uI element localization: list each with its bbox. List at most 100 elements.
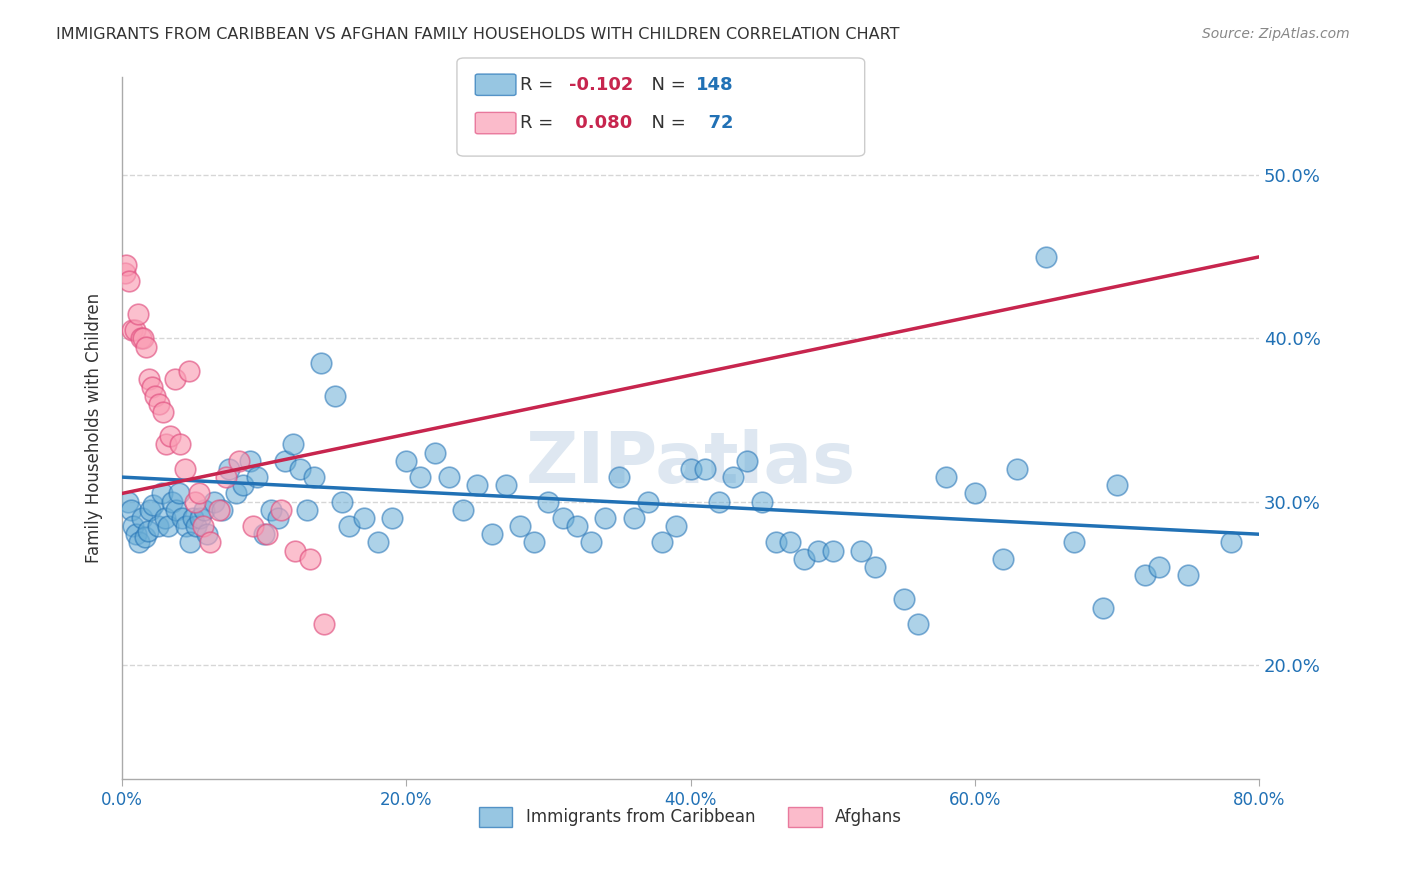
Point — [707, 494, 730, 508]
Point — [114, 266, 136, 280]
Point — [150, 486, 173, 500]
Point — [127, 307, 149, 321]
Point — [312, 616, 335, 631]
Point — [935, 470, 957, 484]
Point — [1135, 568, 1157, 582]
Point — [139, 502, 162, 516]
Text: N =: N = — [640, 114, 692, 132]
Point — [170, 511, 193, 525]
Point — [115, 258, 138, 272]
Point — [117, 494, 139, 508]
Point — [409, 470, 432, 484]
Point — [367, 535, 389, 549]
Point — [228, 454, 250, 468]
Point — [665, 519, 688, 533]
Point — [122, 519, 145, 533]
Point — [537, 494, 560, 508]
Point — [339, 519, 361, 533]
Point — [779, 535, 801, 549]
Text: R =: R = — [520, 76, 560, 94]
Point — [120, 502, 142, 516]
Point — [135, 340, 157, 354]
Point — [118, 274, 141, 288]
Point — [208, 502, 231, 516]
Point — [281, 437, 304, 451]
Point — [246, 470, 269, 484]
Point — [991, 551, 1014, 566]
Text: 148: 148 — [696, 76, 734, 94]
Point — [679, 462, 702, 476]
Point — [167, 486, 190, 500]
Point — [323, 388, 346, 402]
Point — [142, 498, 165, 512]
Point — [256, 527, 278, 541]
Point — [623, 511, 645, 525]
Point — [274, 454, 297, 468]
Point — [298, 551, 321, 566]
Point — [215, 470, 238, 484]
Point — [793, 551, 815, 566]
Point — [191, 519, 214, 533]
Legend: Immigrants from Caribbean, Afghans: Immigrants from Caribbean, Afghans — [472, 800, 908, 834]
Point — [225, 486, 247, 500]
Point — [160, 494, 183, 508]
Point — [173, 462, 195, 476]
Point — [128, 535, 150, 549]
Point — [165, 502, 187, 516]
Text: -0.102: -0.102 — [569, 76, 634, 94]
Point — [737, 454, 759, 468]
Point — [141, 380, 163, 394]
Point — [177, 364, 200, 378]
Point — [849, 543, 872, 558]
Point — [465, 478, 488, 492]
Point — [124, 323, 146, 337]
Point — [565, 519, 588, 533]
Point — [193, 502, 215, 516]
Text: N =: N = — [640, 76, 692, 94]
Text: IMMIGRANTS FROM CARIBBEAN VS AFGHAN FAMILY HOUSEHOLDS WITH CHILDREN CORRELATION : IMMIGRANTS FROM CARIBBEAN VS AFGHAN FAMI… — [56, 27, 900, 42]
Point — [1149, 559, 1171, 574]
Point — [156, 519, 179, 533]
Point — [579, 535, 602, 549]
Text: 0.080: 0.080 — [569, 114, 633, 132]
Point — [136, 524, 159, 538]
Point — [195, 527, 218, 541]
Point — [239, 454, 262, 468]
Point — [253, 527, 276, 541]
Point — [131, 511, 153, 525]
Point — [1177, 568, 1199, 582]
Point — [121, 323, 143, 337]
Point — [437, 470, 460, 484]
Point — [1035, 250, 1057, 264]
Point — [148, 397, 170, 411]
Point — [211, 502, 233, 516]
Point — [495, 478, 517, 492]
Point — [218, 462, 240, 476]
Point — [270, 502, 292, 516]
Point — [155, 437, 177, 451]
Point — [309, 356, 332, 370]
Point — [267, 511, 290, 525]
Point — [593, 511, 616, 525]
Point — [523, 535, 546, 549]
Point — [353, 511, 375, 525]
Point — [423, 445, 446, 459]
Point — [651, 535, 673, 549]
Point — [138, 372, 160, 386]
Point — [169, 437, 191, 451]
Point — [751, 494, 773, 508]
Point — [129, 331, 152, 345]
Point — [146, 519, 169, 533]
Text: R =: R = — [520, 114, 560, 132]
Y-axis label: Family Households with Children: Family Households with Children — [86, 293, 103, 563]
Point — [821, 543, 844, 558]
Point — [134, 531, 156, 545]
Point — [288, 462, 311, 476]
Point — [232, 478, 254, 492]
Point — [179, 535, 201, 549]
Text: ZIPatlas: ZIPatlas — [526, 429, 856, 498]
Text: Source: ZipAtlas.com: Source: ZipAtlas.com — [1202, 27, 1350, 41]
Point — [1219, 535, 1241, 549]
Point — [765, 535, 787, 549]
Point — [551, 511, 574, 525]
